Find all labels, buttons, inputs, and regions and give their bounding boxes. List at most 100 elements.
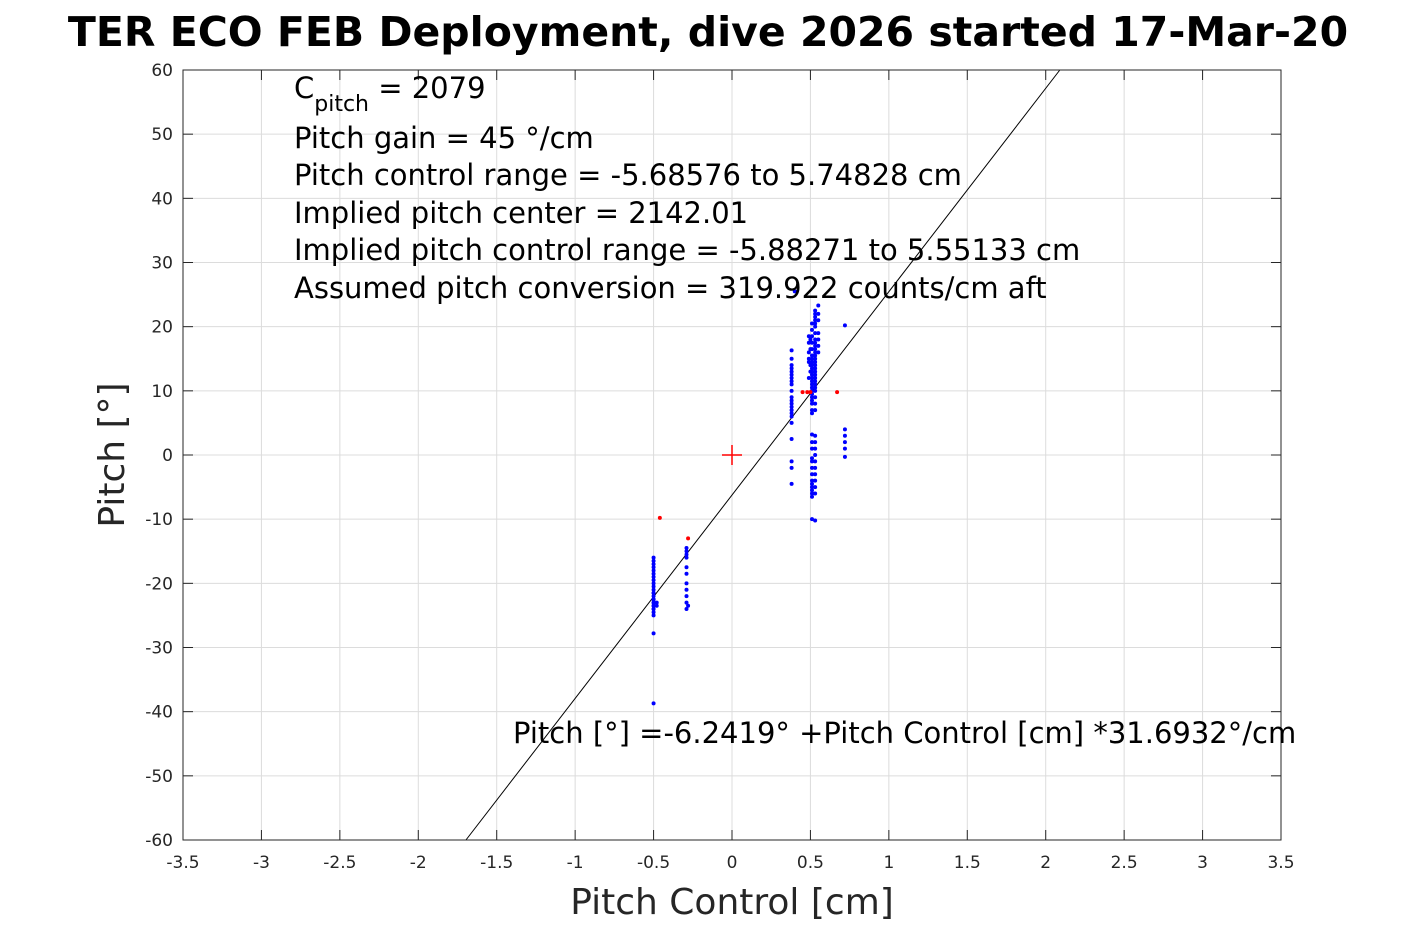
data-point: [813, 350, 818, 355]
center-marker-layer: [722, 445, 742, 465]
data-point: [808, 390, 813, 395]
data-point: [813, 321, 818, 326]
data-point: [813, 318, 818, 323]
data-point: [651, 594, 656, 599]
data-point: [809, 478, 814, 483]
data-point: [789, 408, 794, 413]
data-point: [842, 454, 847, 459]
y-tick-label: -40: [145, 703, 173, 723]
data-point: [813, 347, 818, 352]
data-point: [789, 348, 794, 353]
data-point: [813, 459, 818, 464]
data-point: [651, 701, 656, 706]
data-point: [684, 565, 689, 570]
data-point: [813, 491, 818, 496]
y-tick-label: -50: [145, 767, 173, 787]
ticks: [182, 69, 1282, 841]
data-point: [792, 289, 797, 294]
x-axis-label: Pitch Control [cm]: [570, 882, 894, 923]
data-point: [809, 382, 814, 387]
data-point: [651, 581, 656, 586]
data-point: [800, 390, 805, 395]
data-point: [813, 315, 818, 320]
data-point: [806, 334, 811, 339]
data-point: [684, 600, 689, 605]
data-point: [806, 356, 811, 361]
data-point: [813, 433, 818, 438]
fit-line-layer: [465, 69, 1061, 841]
data-point: [789, 369, 794, 374]
y-tick-label: -10: [145, 510, 173, 530]
data-point: [813, 353, 818, 358]
y-axis-label: Pitch [°]: [92, 382, 133, 527]
data-point: [842, 433, 847, 438]
data-point: [809, 459, 814, 464]
data-point: [816, 311, 821, 316]
data-point: [651, 610, 656, 615]
data-point: [684, 549, 689, 554]
data-point: [816, 331, 821, 336]
data-point: [657, 515, 662, 520]
data-point: [809, 432, 814, 437]
assumed-pitch-conversion-note: Assumed pitch conversion = 319.922 count…: [294, 271, 1047, 305]
data-point: [684, 594, 689, 599]
implied-pitch-control-range-note: Implied pitch control range = -5.88271 t…: [294, 233, 1080, 267]
chart-title: TER ECO FEB Deployment, dive 2026 starte…: [68, 8, 1348, 56]
implied-pitch-center-note: Implied pitch center = 2142.01: [294, 196, 748, 230]
data-point: [809, 494, 814, 499]
data-point: [809, 363, 814, 368]
x-tick-label: 3.5: [1267, 853, 1294, 873]
data-point: [842, 440, 847, 445]
data-point: [651, 574, 656, 579]
data-point: [651, 565, 656, 570]
data-point: [789, 404, 794, 409]
data-point: [842, 446, 847, 451]
data-point: [789, 465, 794, 470]
data-point: [809, 356, 814, 361]
data-point: [809, 379, 814, 384]
data-point: [816, 303, 821, 308]
data-point: [813, 340, 818, 345]
x-tick-label: 2.5: [1111, 853, 1138, 873]
data-point: [805, 390, 810, 395]
x-tick-labels: -3.5 -3 -2.5 -2 -1.5 -1 -0.5 0 0.5 1 1.5 2 2.5 3 3.5: [166, 853, 1294, 873]
data-point: [809, 408, 814, 413]
data-point: [809, 456, 814, 461]
data-point: [816, 337, 821, 342]
data-point: [813, 388, 818, 393]
data-point: [651, 603, 656, 608]
data-point: [809, 491, 814, 496]
data-point: [789, 395, 794, 400]
data-point: [809, 334, 814, 339]
data-point: [806, 376, 811, 380]
data-point: [813, 343, 818, 348]
data-point: [654, 603, 659, 608]
data-point: [813, 308, 818, 313]
x-tick-label: -3: [253, 853, 270, 873]
y-tick-label: 30: [151, 254, 173, 274]
data-point: [684, 555, 689, 560]
cpitch-symbol: C: [294, 71, 314, 105]
data-point: [813, 331, 818, 336]
x-tick-label: -2.5: [323, 853, 356, 873]
data-point: [806, 359, 811, 364]
x-tick-label: 1: [883, 853, 894, 873]
data-point: [806, 350, 811, 355]
data-point: [813, 485, 818, 490]
data-point: [789, 372, 794, 377]
data-point: [813, 356, 818, 361]
data-point: [809, 440, 814, 445]
data-point: [813, 366, 818, 371]
data-point: [651, 584, 656, 589]
y-tick-label: 10: [151, 382, 173, 402]
data-point: [789, 420, 794, 425]
x-tick-label: 3: [1197, 853, 1208, 873]
data-point: [684, 546, 689, 551]
data-point: [835, 390, 840, 395]
cpitch-subscript: pitch: [314, 92, 369, 117]
data-point: [813, 369, 818, 374]
scatter-points: [651, 289, 847, 706]
data-point: [809, 359, 814, 364]
y-tick-label: 40: [151, 189, 173, 209]
data-point: [813, 446, 818, 451]
